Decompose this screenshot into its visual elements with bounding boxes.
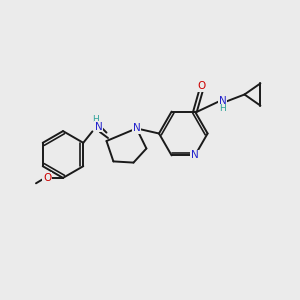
Text: N: N (94, 122, 102, 132)
Text: N: N (133, 123, 140, 134)
Text: N: N (191, 150, 199, 161)
Text: H: H (93, 116, 99, 124)
Text: O: O (197, 81, 206, 91)
Text: O: O (43, 173, 52, 183)
Text: H: H (219, 104, 225, 113)
Text: N: N (219, 96, 226, 106)
